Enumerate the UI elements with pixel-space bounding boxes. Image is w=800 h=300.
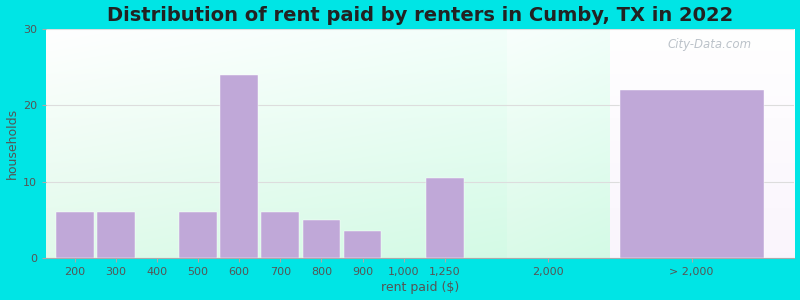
Bar	[302, 220, 340, 258]
Title: Distribution of rent paid by renters in Cumby, TX in 2022: Distribution of rent paid by renters in …	[107, 6, 734, 25]
Text: City-Data.com: City-Data.com	[667, 38, 751, 51]
Bar	[620, 90, 763, 258]
Bar	[344, 232, 382, 258]
Bar	[97, 212, 134, 258]
Bar	[262, 212, 299, 258]
Bar	[220, 75, 258, 258]
Bar	[56, 212, 94, 258]
X-axis label: rent paid ($): rent paid ($)	[381, 281, 459, 294]
Y-axis label: households: households	[6, 108, 18, 179]
Bar	[179, 212, 217, 258]
Bar	[426, 178, 464, 258]
